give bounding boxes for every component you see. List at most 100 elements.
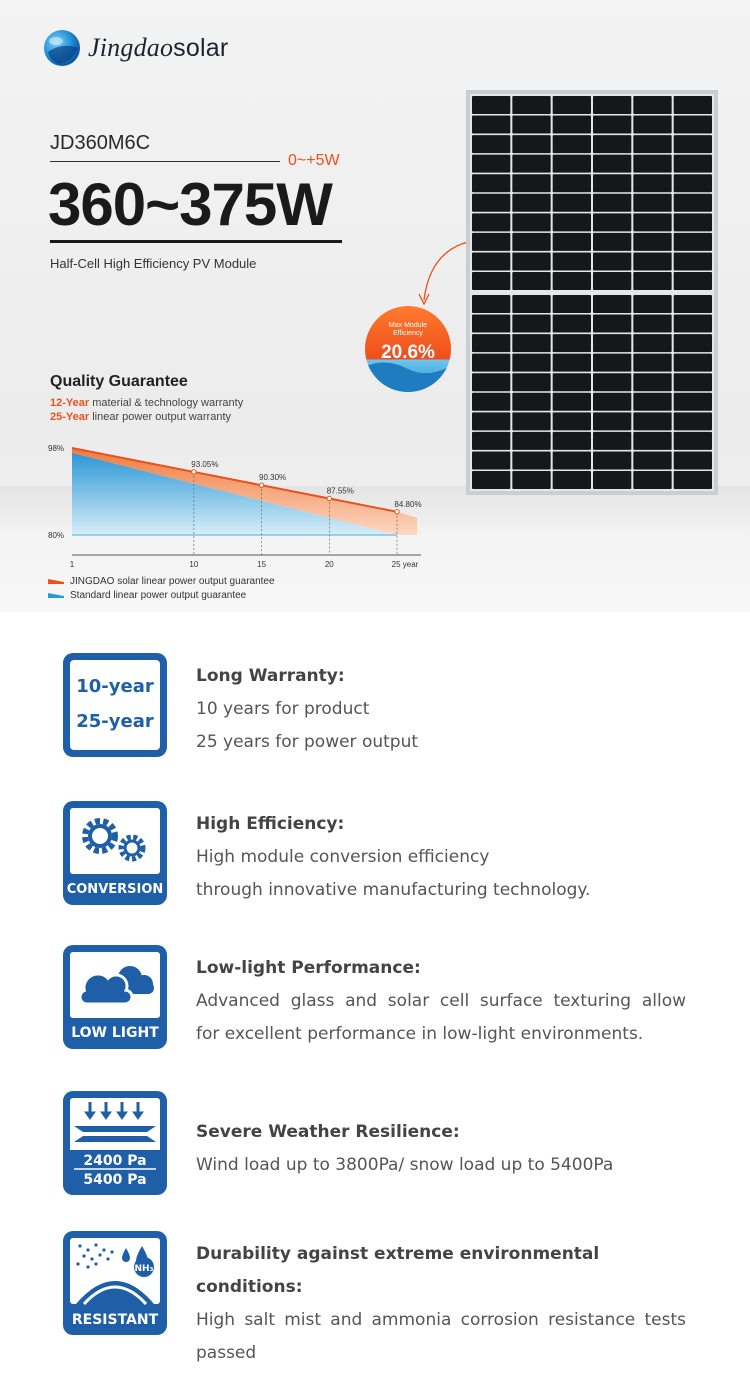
down-arrows-icon <box>84 1102 144 1120</box>
solar-cell <box>472 392 511 411</box>
solar-cell <box>673 272 712 290</box>
legend-item-standard: Standard linear power output guarantee <box>48 590 246 601</box>
solar-cell <box>593 174 632 193</box>
solar-cell <box>593 213 632 232</box>
solar-cell <box>673 334 712 353</box>
solar-cell <box>673 412 712 431</box>
data-label: 93.05% <box>191 460 218 469</box>
solar-cell <box>633 96 672 114</box>
feature-line: Advanced glass and solar cell surface te… <box>196 991 686 1011</box>
solar-panel-image <box>466 90 718 495</box>
y-tick-label: 80% <box>48 531 64 540</box>
legend-label-standard: Standard linear power output guarantee <box>70 590 247 601</box>
solar-cell <box>593 373 632 392</box>
load-5400-label: 5400 Pa <box>83 1172 146 1188</box>
y-tick-label: 98% <box>48 444 64 453</box>
solar-cell <box>673 314 712 333</box>
solar-cell <box>512 471 551 489</box>
resistant-icon: NH₃ RESISTANT <box>63 1231 167 1335</box>
solar-cell <box>633 353 672 372</box>
legend-label-jingdao: JINGDAO solar linear power output guaran… <box>70 576 275 587</box>
solar-cell <box>512 334 551 353</box>
solar-cell <box>472 154 511 173</box>
solar-cell <box>633 431 672 450</box>
warranty-icon: 10-year 25-year <box>63 653 167 757</box>
solar-cell <box>472 232 511 251</box>
legend-swatch-blue <box>48 593 64 598</box>
solar-cell <box>472 471 511 489</box>
product-hero: Jingdaosolar JD360M6C 0~+5W 360~375W Hal… <box>0 0 750 612</box>
solar-cell <box>512 193 551 212</box>
solar-cell <box>593 193 632 212</box>
salt-mist-dots-icon <box>76 1243 114 1269</box>
solar-cell <box>512 135 551 154</box>
solar-cell <box>633 412 672 431</box>
solar-cell <box>673 232 712 251</box>
solar-cell <box>512 213 551 232</box>
solar-cell <box>472 272 511 290</box>
solar-cell <box>552 272 591 290</box>
feature-text: Long Warranty: 10 years for product 25 y… <box>196 660 686 759</box>
solar-cell <box>472 451 511 470</box>
solar-cell <box>633 471 672 489</box>
solar-cell <box>472 295 511 313</box>
solar-cell <box>633 213 672 232</box>
cloud-icon <box>78 966 154 1006</box>
warranty-line-25: 25-Year linear power output warranty <box>50 411 231 423</box>
low-light-icon: LOW LIGHT <box>63 945 167 1049</box>
solar-cell <box>512 451 551 470</box>
solar-cell <box>552 353 591 372</box>
solar-cell <box>512 431 551 450</box>
data-point <box>191 469 197 475</box>
low-light-icon-label: LOW LIGHT <box>71 1025 159 1041</box>
solar-cell <box>512 353 551 372</box>
solar-cell <box>512 314 551 333</box>
feature-text: Severe Weather Resilience: Wind load up … <box>196 1116 686 1182</box>
solar-cell <box>472 314 511 333</box>
efficiency-badge: Max Module Efficiency 20.6% <box>365 306 451 392</box>
solar-cell <box>552 373 591 392</box>
feature-title: Long Warranty: <box>196 666 345 686</box>
legend-swatch-orange <box>48 579 64 584</box>
water-drop-icon <box>122 1246 154 1277</box>
feature-title: Severe Weather Resilience: <box>196 1122 460 1142</box>
data-point <box>394 509 400 515</box>
feature-title: Durability against extreme environmental… <box>196 1244 600 1297</box>
solar-cell <box>552 213 591 232</box>
solar-cell <box>633 154 672 173</box>
data-point <box>258 482 265 488</box>
warranty-line-12: 12-Year material & technology warranty <box>50 397 243 409</box>
warranty-25-text: linear power output warranty <box>89 411 232 423</box>
solar-cell <box>593 135 632 154</box>
solar-cell <box>472 115 511 134</box>
solar-cell <box>673 373 712 392</box>
panel-backsheet <box>470 94 714 491</box>
solar-cell <box>512 232 551 251</box>
feature-line: passed <box>196 1343 257 1363</box>
solar-cell <box>512 272 551 290</box>
solar-cell <box>472 431 511 450</box>
brand-name: Jingdaosolar <box>88 33 228 63</box>
solar-cell <box>673 471 712 489</box>
feature-text: Durability against extreme environmental… <box>196 1238 686 1370</box>
solar-cell <box>552 174 591 193</box>
solar-cell <box>673 213 712 232</box>
solar-cell <box>593 252 632 271</box>
solar-cell <box>593 471 632 489</box>
gear-icon <box>82 818 146 862</box>
feature-line: through innovative manufacturing technol… <box>196 880 591 900</box>
power-range: 360~375W <box>48 171 333 238</box>
solar-cell <box>472 213 511 232</box>
solar-cell <box>512 392 551 411</box>
solar-cell <box>633 314 672 333</box>
solar-cell <box>633 295 672 313</box>
feature-line: Wind load up to 3800Pa/ snow load up to … <box>196 1155 614 1175</box>
pointer-arrow-icon <box>418 241 469 306</box>
power-underline <box>50 240 342 243</box>
warranty-icon-text-25: 25-year <box>76 711 154 732</box>
solar-cell <box>633 135 672 154</box>
solar-cell <box>593 314 632 333</box>
solar-cell <box>552 392 591 411</box>
solar-cell <box>593 115 632 134</box>
solar-cell <box>633 232 672 251</box>
